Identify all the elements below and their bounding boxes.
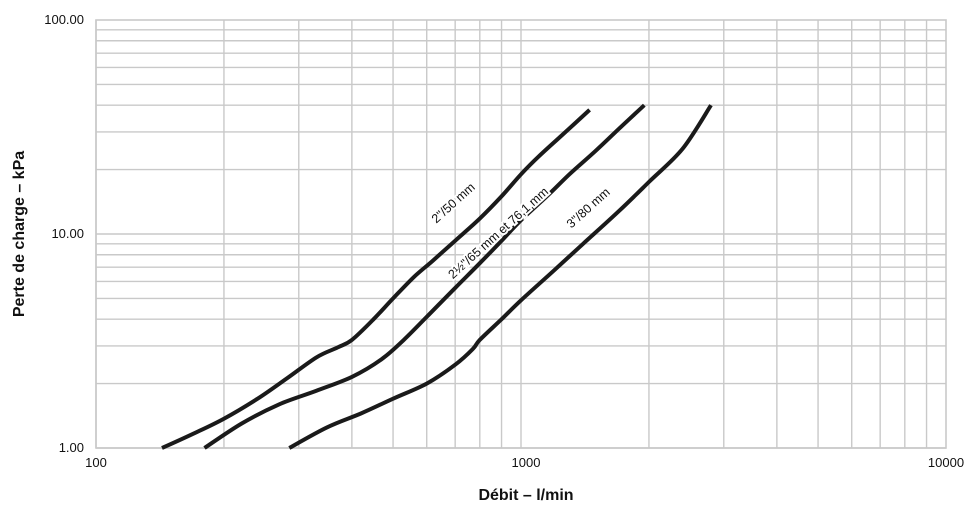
y-axis-ticks: 1.00 10.00 100.00 [44, 12, 84, 455]
series-line-50mm [161, 108, 591, 450]
series-line-80mm [288, 104, 713, 450]
x-axis-title: Débit – l/min [478, 487, 573, 504]
plot-frame [95, 19, 947, 449]
curve-label-50mm: 2"/50 mm [429, 180, 478, 226]
x-tick-label-100: 100 [85, 455, 107, 470]
x-tick-label-1000: 1000 [512, 455, 541, 470]
y-tick-label-10: 10.00 [51, 226, 84, 241]
series-line-65mm [203, 103, 646, 450]
x-axis-ticks: 100 1000 10000 [85, 455, 964, 470]
y-axis-title: Perte de charge – kPa [11, 151, 28, 317]
y-tick-label-1: 1.00 [59, 440, 84, 455]
chart-curves [161, 103, 713, 450]
x-tick-label-10000: 10000 [928, 455, 964, 470]
chart-grid [95, 19, 947, 449]
y-tick-label-100: 100.00 [44, 12, 84, 27]
